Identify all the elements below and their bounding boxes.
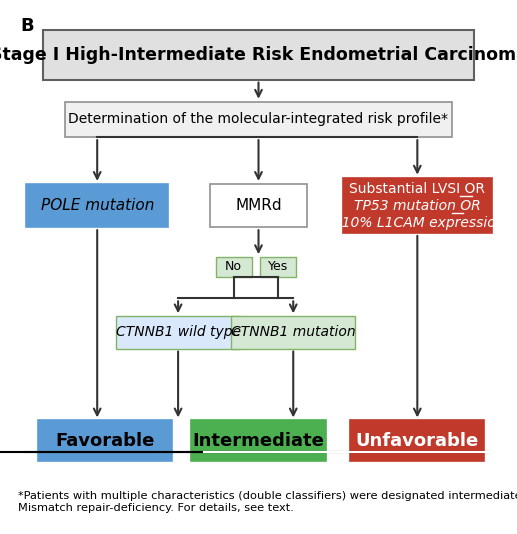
FancyBboxPatch shape xyxy=(261,257,296,277)
Text: CTNNB1 wild type: CTNNB1 wild type xyxy=(116,325,240,340)
Text: >10% L1CAM expression: >10% L1CAM expression xyxy=(330,216,505,230)
FancyBboxPatch shape xyxy=(351,420,484,461)
FancyBboxPatch shape xyxy=(191,420,326,461)
Text: B: B xyxy=(20,17,34,35)
Text: No: No xyxy=(225,261,242,273)
FancyBboxPatch shape xyxy=(26,184,168,227)
Text: Determination of the molecular-integrated risk profile*: Determination of the molecular-integrate… xyxy=(68,113,449,127)
FancyBboxPatch shape xyxy=(65,101,452,137)
FancyBboxPatch shape xyxy=(343,178,492,233)
Text: Favorable: Favorable xyxy=(55,432,155,450)
FancyBboxPatch shape xyxy=(216,257,252,277)
FancyBboxPatch shape xyxy=(231,316,355,349)
Text: CTNNB1 mutation: CTNNB1 mutation xyxy=(231,325,356,340)
Text: MMRd: MMRd xyxy=(235,198,282,213)
FancyBboxPatch shape xyxy=(210,184,307,227)
FancyBboxPatch shape xyxy=(116,316,240,349)
Text: POLE mutation: POLE mutation xyxy=(40,198,154,213)
Text: Intermediate: Intermediate xyxy=(192,432,325,450)
Text: *Patients with multiple characteristics (double classifiers) were designated int: *Patients with multiple characteristics … xyxy=(18,491,517,513)
Text: Unfavorable: Unfavorable xyxy=(356,432,479,450)
Text: Stage I High-Intermediate Risk Endometrial Carcinoma: Stage I High-Intermediate Risk Endometri… xyxy=(0,46,517,64)
Text: TP53 mutation OR: TP53 mutation OR xyxy=(354,199,481,213)
Text: Substantial LVSI OR: Substantial LVSI OR xyxy=(349,182,485,195)
Text: Yes: Yes xyxy=(268,261,288,273)
FancyBboxPatch shape xyxy=(42,30,475,80)
FancyBboxPatch shape xyxy=(38,420,172,461)
